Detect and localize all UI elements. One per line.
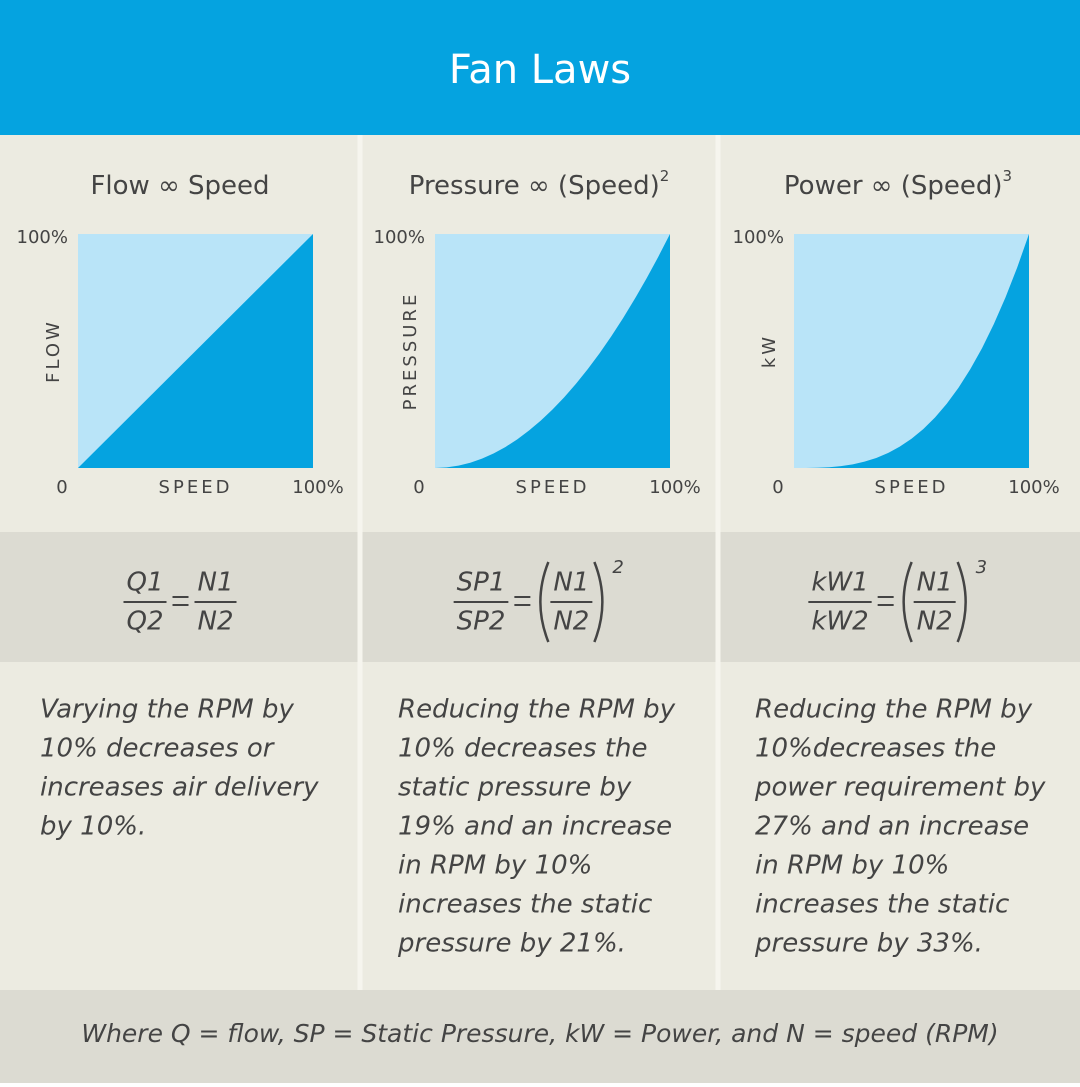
numerator: N1	[198, 568, 234, 598]
description-line: static pressure by	[398, 773, 632, 803]
x-tick-label: 100%	[292, 477, 343, 498]
paren	[539, 561, 550, 643]
formula: kW1 kW2 N1 N2 3	[808, 557, 987, 643]
description-line: Varying the RPM by	[40, 695, 294, 725]
description-line: in RPM by 10%	[755, 851, 949, 881]
x-tick-label: 0	[56, 477, 67, 498]
description-line: 10% decreases or	[40, 734, 276, 764]
paren	[902, 561, 913, 643]
description-line: pressure by 33%.	[754, 929, 983, 959]
area	[435, 234, 670, 468]
chart-title-text: Pressure ∞ (Speed)	[409, 171, 660, 201]
y-tick-label: 100%	[17, 227, 68, 248]
description-line: 10%decreases the	[755, 734, 996, 764]
numerator: N1	[553, 568, 589, 598]
x-axis-label: SPEED	[516, 477, 590, 498]
x-tick-label: 0	[413, 477, 424, 498]
chart-title-text: Flow ∞ Speed	[90, 171, 269, 201]
formula: Q1 Q2 N1 N2	[123, 568, 237, 637]
y-tick-label: 100%	[374, 227, 425, 248]
footer-band	[0, 990, 1080, 1083]
chart-title: Pressure ∞ (Speed)2	[409, 167, 670, 201]
numerator: kW1	[811, 568, 868, 598]
description-line: 27% and an increase	[755, 812, 1029, 842]
chart-title: Flow ∞ Speed	[90, 171, 269, 201]
description-line: increases the static	[755, 890, 1009, 920]
description-line: pressure by 21%.	[397, 929, 626, 959]
description-line: increases the static	[398, 890, 652, 920]
y-axis-label: kW	[759, 334, 780, 368]
exponent: 3	[976, 557, 987, 578]
description-line: power requirement by	[754, 773, 1046, 803]
chart-title: Power ∞ (Speed)3	[784, 167, 1012, 201]
title-superscript: 2	[660, 167, 670, 185]
y-tick-label: 100%	[733, 227, 784, 248]
x-axis-label: SPEED	[159, 477, 233, 498]
numerator: N1	[917, 568, 953, 598]
description-line: 19% and an increase	[398, 812, 672, 842]
y-axis-label: PRESSURE	[400, 292, 421, 411]
y-axis-label: FLOW	[43, 319, 64, 383]
footer-note: Where Q = flow, SP = Static Pressure, kW…	[81, 1019, 998, 1048]
x-tick-label: 100%	[1008, 477, 1059, 498]
denominator: N2	[198, 607, 234, 637]
description-line: increases air delivery	[40, 773, 319, 803]
area	[78, 234, 313, 468]
exponent: 2	[612, 557, 623, 578]
header-band	[0, 0, 1080, 135]
description-line: Reducing the RPM by	[398, 695, 676, 725]
denominator: N2	[553, 607, 589, 637]
formula: SP1 SP2 N1 N2 2	[453, 557, 624, 643]
x-axis-label: SPEED	[875, 477, 949, 498]
denominator: N2	[917, 607, 953, 637]
x-tick-label: 100%	[649, 477, 700, 498]
description-line: 10% decreases the	[398, 734, 648, 764]
description-line: Reducing the RPM by	[755, 695, 1033, 725]
numerator: SP1	[457, 568, 506, 598]
area	[794, 234, 1029, 468]
description-line: by 10%.	[40, 812, 146, 842]
description-line: in RPM by 10%	[398, 851, 592, 881]
denominator: Q2	[126, 607, 163, 637]
title-superscript: 3	[1003, 167, 1013, 185]
page-title: Fan Laws	[449, 47, 631, 93]
denominator: kW2	[811, 607, 868, 637]
paren	[956, 561, 967, 643]
x-tick-label: 0	[772, 477, 783, 498]
chart-title-text: Power ∞ (Speed)	[784, 171, 1003, 201]
denominator: SP2	[457, 607, 506, 637]
paren	[593, 561, 604, 643]
numerator: Q1	[126, 568, 163, 598]
